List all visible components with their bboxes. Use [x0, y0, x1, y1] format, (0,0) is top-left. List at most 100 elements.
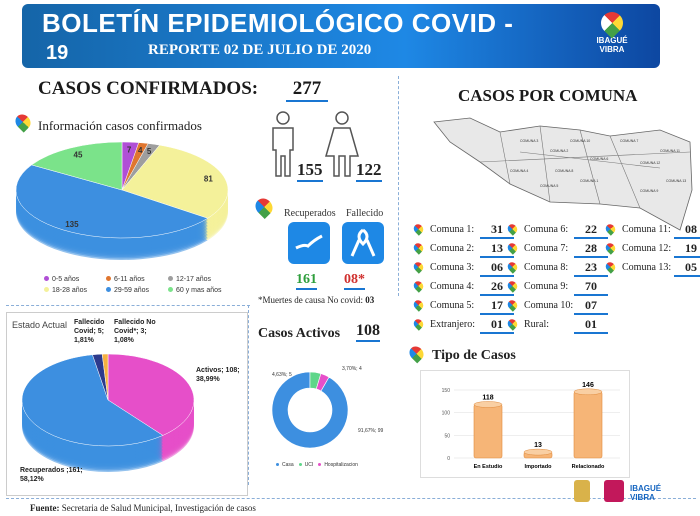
- location-pin-icon: [603, 222, 618, 236]
- legend-label: Casa: [282, 462, 294, 468]
- comuna-label: Comuna 9:: [524, 281, 569, 292]
- map-label: COMUNA 13: [666, 179, 686, 183]
- comuna-value: 28: [574, 241, 608, 258]
- footer-label: Fuente:: [30, 503, 60, 513]
- pie-data-label: 81: [204, 174, 213, 183]
- header-banner: [22, 4, 660, 68]
- municipal-seal-logo: [574, 480, 590, 502]
- comuna-value: 26: [480, 279, 514, 296]
- x-category-label: En Estudio: [474, 464, 503, 470]
- location-pin-icon: [505, 298, 520, 312]
- case-type-title: Tipo de Casos: [432, 348, 516, 363]
- comuna-label: Comuna 5:: [430, 300, 475, 311]
- legend-swatch: [298, 463, 302, 466]
- y-tick-label: 150: [442, 388, 451, 394]
- legend-item: 0-5 años: [44, 274, 106, 285]
- footer-source: Fuente: Secretaria de Salud Municipal, I…: [30, 503, 256, 513]
- legend-swatch: [168, 276, 173, 281]
- page-title: BOLETÍN EPIDEMIOLÓGICO COVID -: [42, 8, 514, 38]
- active-label-uci: 4,63%; 5: [272, 372, 292, 378]
- bar: [473, 404, 503, 459]
- comuna-label: Comuna 2:: [430, 243, 475, 254]
- comuna-label: Extranjero:: [430, 319, 475, 330]
- divider: [6, 305, 250, 306]
- comuna-value: 05: [674, 260, 700, 277]
- male-icon: [272, 111, 294, 177]
- y-tick-label: 100: [442, 411, 451, 417]
- comuna-value: 08: [674, 222, 700, 239]
- estado-label-fallecido-covid: Fallecido Covid; 5; 1,81%: [74, 319, 105, 344]
- comuna-label: Comuna 6:: [524, 224, 569, 235]
- donut-slice: [271, 371, 349, 449]
- estado-label-activos: Activos; 108; 38,99%: [196, 367, 240, 383]
- estado-label-recuperados: Recuperados ;161; 58,12%: [20, 467, 83, 483]
- bar-data-label: 13: [534, 442, 542, 449]
- location-pin-icon: [411, 317, 426, 331]
- ribbon-icon: [342, 222, 384, 264]
- estado-pie-chart: [21, 353, 195, 472]
- location-pin-icon: [411, 260, 426, 274]
- active-label-hosp: 3,70%; 4: [342, 366, 362, 372]
- map-label: COMUNA 11: [660, 149, 680, 153]
- estado-panel: [6, 312, 248, 496]
- male-count: 155: [297, 160, 323, 182]
- deceased-label: Fallecido: [346, 208, 384, 219]
- bar-cap: [523, 448, 553, 456]
- legend-item: 12-17 años: [168, 274, 230, 285]
- x-category-label: Relacionado: [572, 464, 605, 470]
- legend-label: 29-59 años: [114, 287, 150, 294]
- map-label: COMUNA 7: [620, 139, 638, 143]
- legend-swatch: [276, 463, 279, 466]
- divider: [6, 498, 696, 499]
- bar-data-label: 118: [482, 395, 493, 402]
- comuna-value: 31: [480, 222, 514, 239]
- legend-label: 12-17 años: [176, 276, 212, 283]
- comuna-value: 19: [674, 241, 700, 258]
- bar-cap: [473, 401, 503, 408]
- deceased-count: 08*: [344, 272, 365, 290]
- location-pin-icon: [411, 222, 426, 236]
- active-legend: Casa UCI Hospitalizacion: [276, 462, 363, 468]
- map-label: COMUNA 8: [555, 169, 573, 173]
- comuna-label: Comuna 1:: [430, 224, 475, 235]
- non-covid-note-value: 03: [365, 295, 375, 305]
- legend-item: 60 y mas años: [168, 285, 230, 296]
- pie-data-label: 45: [74, 150, 83, 159]
- map-label: COMUNA 5: [540, 184, 558, 188]
- comuna-value: 17: [480, 298, 514, 315]
- ibague-logo: IBAGUÉ VIBRA: [592, 7, 632, 62]
- pie-slice: [15, 164, 209, 239]
- donut-slice: [315, 373, 330, 392]
- legend-label: 18-28 años: [52, 287, 88, 294]
- female-icon: [325, 111, 359, 177]
- location-pin-icon: [505, 279, 520, 293]
- comuna-label: Comuna 12:: [622, 243, 672, 254]
- legend-item: 6-11 años: [106, 274, 168, 285]
- comuna-label: Comuna 11:: [622, 224, 671, 235]
- active-donut-chart: [271, 371, 349, 449]
- logo-text-1: IBAGUÉ: [596, 36, 628, 45]
- active-label-casa: 91,67%; 99: [358, 428, 384, 434]
- pie-slice: [107, 353, 195, 436]
- map-label: COMUNA 10: [570, 139, 590, 143]
- comuna-map: COMUNA 1 COMUNA 2 COMUNA 3 COMUNA 4 COMUNA 5…: [433, 117, 693, 231]
- pie-slice: [101, 353, 109, 401]
- comuna-label: Comuna 7:: [524, 243, 569, 254]
- map-label: COMUNA 9: [640, 189, 658, 193]
- divider: [398, 76, 399, 296]
- comuna-label: Comuna 8:: [524, 262, 569, 273]
- legend-item: UCI: [298, 462, 313, 468]
- location-pin-icon: [505, 260, 520, 274]
- location-pin-icon: [505, 222, 520, 236]
- x-category-label: Importado: [525, 464, 553, 470]
- bar-cap: [573, 388, 603, 396]
- map-label: COMUNA 12: [640, 161, 660, 165]
- legend-swatch: [318, 463, 322, 466]
- map-label: COMUNA 4: [510, 169, 528, 173]
- location-pin-icon: [603, 260, 618, 274]
- legend-label: Hospitalizacion: [324, 462, 358, 468]
- bar-data-label: 146: [582, 382, 594, 389]
- location-pin-icon: [411, 298, 426, 312]
- legend-label: 0-5 años: [52, 276, 80, 283]
